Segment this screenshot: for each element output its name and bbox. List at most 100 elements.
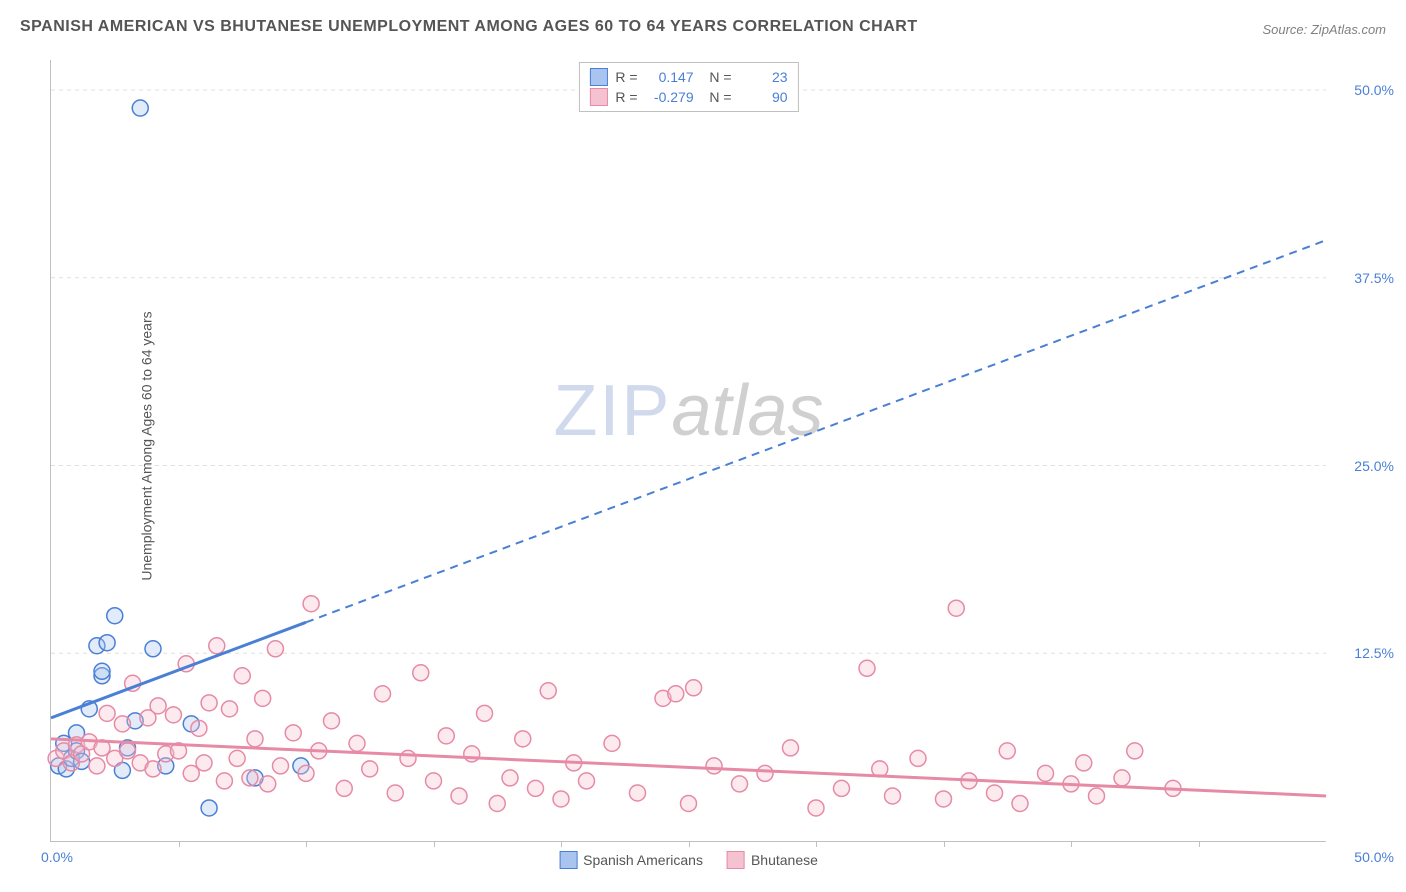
x-tick <box>306 841 307 847</box>
data-point <box>387 785 403 801</box>
data-point <box>99 635 115 651</box>
chart-title: SPANISH AMERICAN VS BHUTANESE UNEMPLOYME… <box>20 18 918 36</box>
data-point <box>145 641 161 657</box>
data-point <box>910 750 926 766</box>
data-point <box>732 776 748 792</box>
data-point <box>936 791 952 807</box>
data-point <box>686 680 702 696</box>
data-point <box>273 758 289 774</box>
x-tick <box>689 841 690 847</box>
data-point <box>285 725 301 741</box>
data-point <box>451 788 467 804</box>
n-label: N = <box>702 69 732 85</box>
scatter-svg <box>51 60 1326 841</box>
data-point <box>114 716 130 732</box>
data-point <box>201 695 217 711</box>
data-point <box>222 701 238 717</box>
series-legend-item-1: Bhutanese <box>727 851 818 869</box>
data-point <box>604 735 620 751</box>
x-axis-max-label: 50.0% <box>1334 849 1394 865</box>
data-point <box>196 755 212 771</box>
data-point <box>515 731 531 747</box>
data-point <box>834 780 850 796</box>
data-point <box>1076 755 1092 771</box>
data-point <box>107 608 123 624</box>
n-value-0: 23 <box>740 69 788 85</box>
data-point <box>234 668 250 684</box>
data-point <box>400 750 416 766</box>
legend-swatch-series-0 <box>589 68 607 86</box>
correlation-legend: R = 0.147 N = 23 R = -0.279 N = 90 <box>578 62 798 112</box>
data-point <box>191 720 207 736</box>
data-point <box>528 780 544 796</box>
data-point <box>859 660 875 676</box>
data-point <box>1114 770 1130 786</box>
data-point <box>1038 765 1054 781</box>
data-point <box>145 761 161 777</box>
data-point <box>247 731 263 747</box>
data-point <box>336 780 352 796</box>
data-point <box>579 773 595 789</box>
data-point <box>426 773 442 789</box>
legend-swatch-series-1 <box>589 88 607 106</box>
data-point <box>94 663 110 679</box>
data-point <box>150 698 166 714</box>
x-tick <box>816 841 817 847</box>
r-label: R = <box>615 89 637 105</box>
data-point <box>987 785 1003 801</box>
data-point <box>209 638 225 654</box>
data-point <box>201 800 217 816</box>
legend-swatch-1 <box>727 851 745 869</box>
data-point <box>1089 788 1105 804</box>
data-point <box>540 683 556 699</box>
data-point <box>303 596 319 612</box>
data-point <box>553 791 569 807</box>
series-legend-label-0: Spanish Americans <box>583 852 703 868</box>
data-point <box>1127 743 1143 759</box>
data-point <box>216 773 232 789</box>
data-point <box>298 765 314 781</box>
data-point <box>413 665 429 681</box>
x-tick <box>434 841 435 847</box>
data-point <box>999 743 1015 759</box>
data-point <box>349 735 365 751</box>
data-point <box>242 770 258 786</box>
y-tick-label: 25.0% <box>1334 458 1394 474</box>
x-tick <box>561 841 562 847</box>
data-point <box>630 785 646 801</box>
data-point <box>1012 795 1028 811</box>
data-point <box>464 746 480 762</box>
x-tick <box>1071 841 1072 847</box>
y-tick-label: 37.5% <box>1334 270 1394 286</box>
data-point <box>681 795 697 811</box>
data-point <box>808 800 824 816</box>
data-point <box>375 686 391 702</box>
data-point <box>89 758 105 774</box>
data-point <box>120 743 136 759</box>
r-label: R = <box>615 69 637 85</box>
data-point <box>489 795 505 811</box>
data-point <box>165 707 181 723</box>
data-point <box>438 728 454 744</box>
correlation-legend-row-0: R = 0.147 N = 23 <box>589 67 787 87</box>
data-point <box>132 100 148 116</box>
data-point <box>948 600 964 616</box>
data-point <box>502 770 518 786</box>
data-point <box>267 641 283 657</box>
n-label: N = <box>702 89 732 105</box>
data-point <box>229 750 245 766</box>
trend-line-dashed <box>306 240 1326 622</box>
x-axis-origin-label: 0.0% <box>41 849 73 865</box>
data-point <box>99 705 115 721</box>
source-attribution: Source: ZipAtlas.com <box>1262 22 1386 37</box>
data-point <box>362 761 378 777</box>
series-legend-item-0: Spanish Americans <box>559 851 703 869</box>
data-point <box>255 690 271 706</box>
x-tick <box>1199 841 1200 847</box>
correlation-legend-row-1: R = -0.279 N = 90 <box>589 87 787 107</box>
r-value-1: -0.279 <box>646 89 694 105</box>
data-point <box>885 788 901 804</box>
data-point <box>783 740 799 756</box>
n-value-1: 90 <box>740 89 788 105</box>
x-tick <box>179 841 180 847</box>
